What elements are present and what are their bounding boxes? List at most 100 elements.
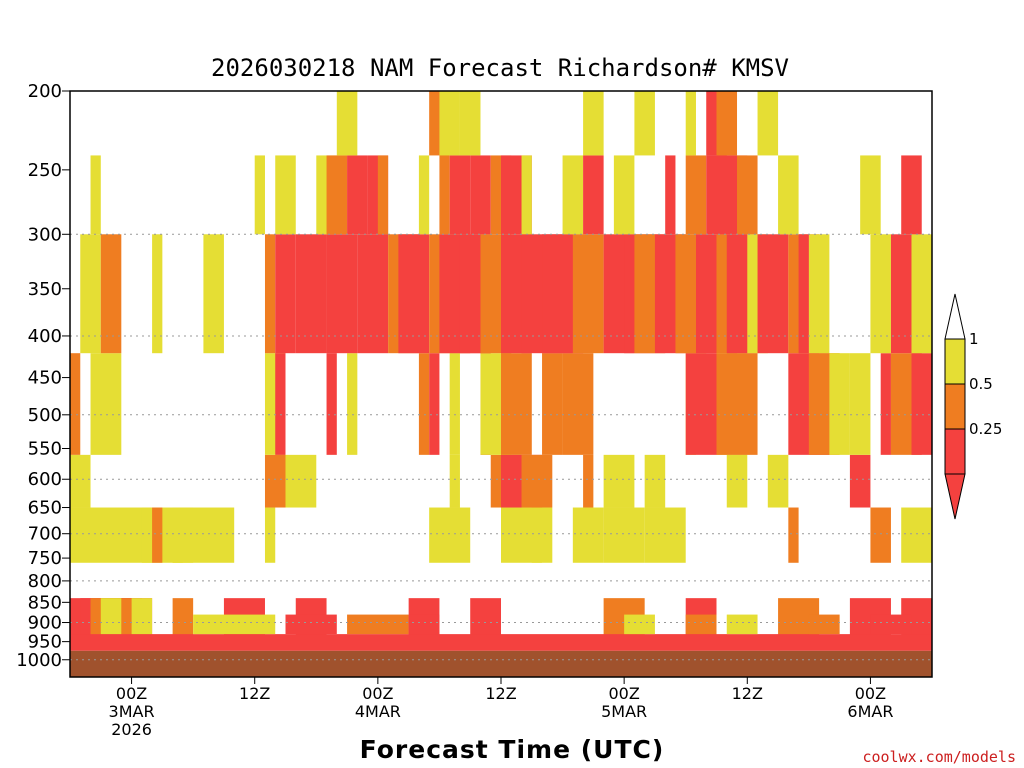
- x-tick-label: 3MAR: [109, 702, 155, 721]
- colorbar-segment: [944, 428, 966, 475]
- heatmap-cell: [70, 507, 153, 563]
- heatmap-cell: [644, 454, 666, 508]
- heatmap-cell: [911, 353, 932, 455]
- heatmap-cell: [695, 234, 717, 354]
- heatmap-cells: [70, 91, 932, 651]
- heatmap-cell: [326, 234, 358, 354]
- heatmap-cell: [603, 454, 635, 508]
- y-tick-label: 850: [28, 592, 62, 613]
- heatmap-cell: [70, 454, 91, 508]
- heatmap-cell: [295, 234, 327, 354]
- x-tick-label: 00Z: [362, 684, 393, 703]
- heatmap-cell: [613, 155, 635, 235]
- heatmap-cell: [521, 155, 532, 235]
- heatmap-cell: [131, 598, 153, 646]
- heatmap-cell: [531, 507, 553, 563]
- heatmap-cell: [398, 234, 430, 354]
- heatmap-cell: [418, 353, 430, 455]
- heatmap-cell: [264, 454, 286, 508]
- heatmap-cell: [264, 234, 276, 354]
- x-tick-label: 12Z: [239, 684, 270, 703]
- x-axis-label: Forecast Time (UTC): [360, 735, 665, 764]
- x-tick-label: 00Z: [608, 684, 639, 703]
- y-tick-label: 750: [28, 548, 62, 569]
- y-tick-label: 800: [28, 571, 62, 592]
- heatmap-cell: [521, 454, 553, 508]
- heatmap-cell: [377, 155, 389, 235]
- colorbar-arrow-bottom: [944, 473, 966, 520]
- y-tick-label: 300: [28, 224, 62, 245]
- heatmap-cell: [347, 155, 368, 235]
- heatmap-cell: [254, 155, 265, 235]
- heatmap-cell: [870, 234, 891, 354]
- heatmap-cell: [583, 155, 604, 235]
- heatmap-cell: [880, 353, 891, 455]
- credit-text: coolwx.com/models: [862, 748, 1016, 766]
- heatmap-cell: [737, 155, 758, 235]
- heatmap-cell: [726, 614, 758, 635]
- y-tick-label: 500: [28, 405, 62, 426]
- y-tick-label: 450: [28, 368, 62, 389]
- heatmap-cell: [80, 234, 101, 354]
- colorbar-segment: [944, 338, 966, 385]
- colorbar-segment: [944, 383, 966, 430]
- heatmap-cell: [459, 91, 481, 156]
- y-tick-label: 900: [28, 613, 62, 634]
- x-tick-label: 4MAR: [355, 702, 401, 721]
- heatmap-cell: [203, 234, 224, 354]
- heatmap-cell: [100, 234, 122, 354]
- heatmap-cell: [603, 507, 645, 563]
- heatmap-cell: [357, 234, 389, 354]
- y-tick-label: 550: [28, 438, 62, 459]
- x-tick-label: 00Z: [855, 684, 886, 703]
- heatmap-cell: [778, 155, 799, 235]
- heatmap-cell: [542, 353, 563, 455]
- ground-fill: [70, 650, 932, 677]
- heatmap-cell: [264, 507, 276, 563]
- heatmap-cell: [449, 155, 471, 235]
- heatmap-cell: [583, 91, 604, 156]
- x-tick-label: 6MAR: [847, 702, 893, 721]
- heatmap-cell: [634, 91, 655, 156]
- heatmap-cell: [152, 234, 163, 354]
- heatmap-cell: [572, 234, 604, 354]
- heatmap-cell: [449, 353, 460, 455]
- heatmap-cell: [439, 91, 460, 156]
- colorbar-legend: 1 0.5 0.25: [944, 293, 1002, 520]
- y-tick-label: 250: [28, 160, 62, 181]
- heatmap-cell: [685, 353, 717, 455]
- x-tick-label: 12Z: [732, 684, 763, 703]
- heatmap-cell: [788, 507, 799, 563]
- heatmap-cell: [901, 155, 922, 235]
- heatmap-cell: [275, 234, 296, 354]
- heatmap-cell: [716, 353, 758, 455]
- heatmap-cell: [193, 614, 276, 635]
- heatmap-cell: [685, 155, 707, 235]
- heatmap-cell: [275, 353, 286, 455]
- x-tick-label: 12Z: [485, 684, 516, 703]
- heatmap-cell: [429, 353, 440, 455]
- heatmap-cell: [172, 598, 194, 646]
- heatmap-cell: [275, 155, 296, 235]
- y-tick-label: 350: [28, 279, 62, 300]
- heatmap-cell: [624, 614, 655, 635]
- heatmap-cell: [100, 598, 122, 646]
- heatmap-cell: [562, 353, 594, 455]
- heatmap-cell: [644, 507, 686, 563]
- heatmap-cell: [70, 353, 81, 455]
- y-tick-label: 1000: [16, 650, 62, 671]
- heatmap-cell: [90, 155, 101, 235]
- colorbar-arrow-top: [944, 293, 966, 340]
- heatmap-cell: [665, 155, 676, 235]
- heatmap-cell: [172, 507, 235, 563]
- heatmap-cell: [572, 507, 604, 563]
- heatmap-cell: [326, 155, 348, 235]
- heatmap-cell: [860, 155, 881, 235]
- heatmap-cell: [449, 454, 460, 508]
- y-tick-label: 950: [28, 632, 62, 653]
- y-tick-label: 200: [28, 81, 62, 102]
- heatmap-cell: [347, 353, 358, 455]
- heatmap-cell: [808, 234, 830, 354]
